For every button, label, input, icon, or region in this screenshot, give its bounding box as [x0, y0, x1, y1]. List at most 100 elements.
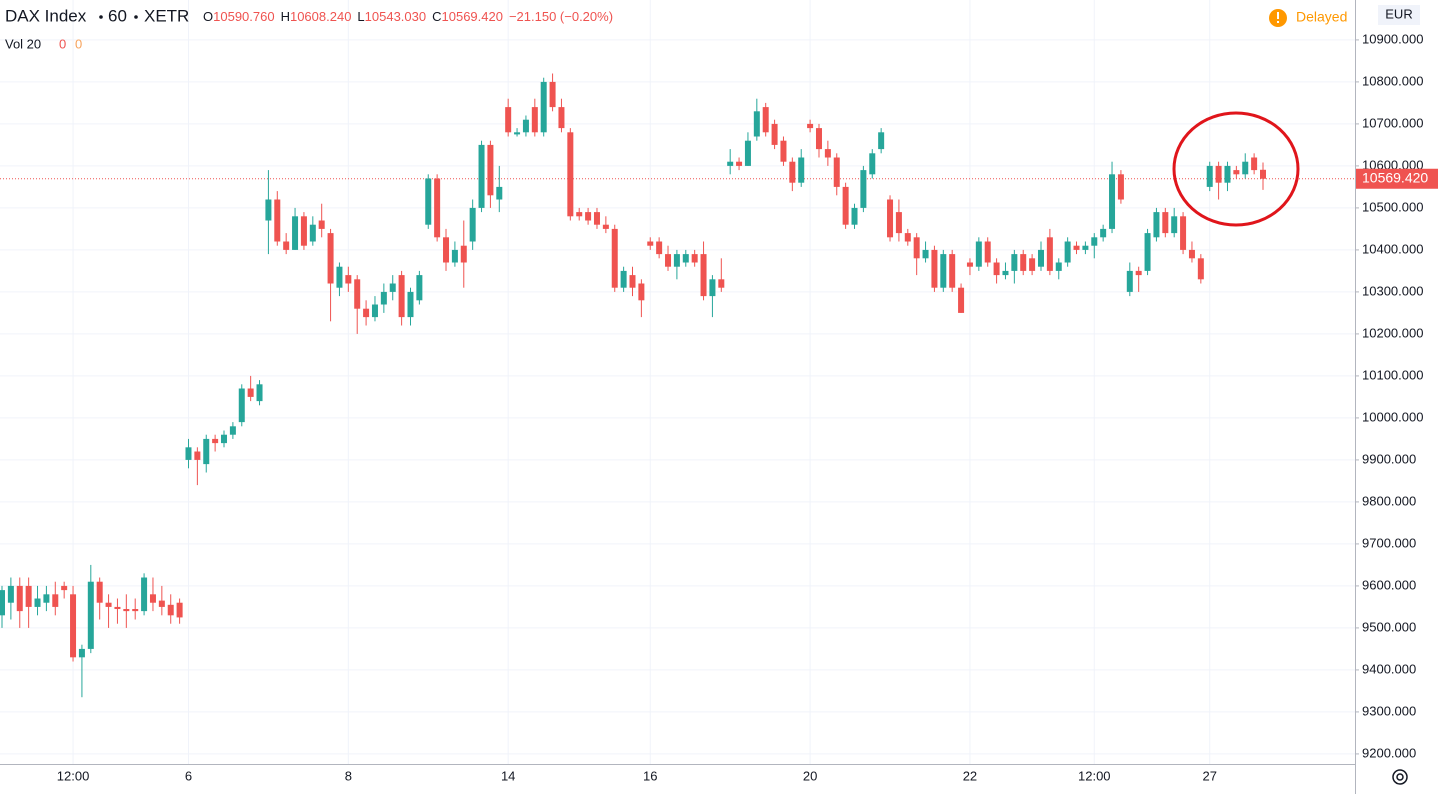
candle-body	[531, 107, 538, 133]
y-tick-label: 9800.000	[1362, 493, 1416, 508]
candle-body	[1153, 212, 1160, 238]
interval[interactable]: 60	[108, 6, 127, 25]
candle-body	[34, 598, 41, 607]
candle-body	[149, 594, 156, 603]
y-tick-label: 10900.000	[1362, 31, 1423, 46]
x-tick-label: 12:00	[57, 768, 90, 783]
grid-layer	[0, 0, 1355, 764]
candle-body	[1162, 212, 1169, 234]
candle-body	[16, 585, 23, 612]
x-tick-label: 14	[501, 768, 515, 783]
candle-body	[949, 254, 956, 288]
candle-body	[380, 291, 387, 305]
delayed-icon-mark	[1277, 12, 1279, 19]
candle-body	[1029, 258, 1036, 271]
y-tick-label: 10000.000	[1362, 409, 1423, 424]
candle-body	[478, 144, 485, 208]
delayed-icon-dot	[1277, 21, 1279, 23]
candle-body	[744, 140, 751, 166]
candle-body	[1073, 245, 1080, 250]
candle-body	[1260, 169, 1266, 179]
candle-body	[887, 199, 894, 238]
candle-body	[975, 241, 982, 267]
candle-body	[1206, 165, 1213, 187]
y-tick-label: 9500.000	[1362, 619, 1416, 634]
ohlc-value: 10608.240	[290, 9, 351, 24]
candle-body	[958, 287, 965, 313]
candle-body	[265, 199, 272, 221]
symbol[interactable]: DAX Index	[5, 6, 87, 25]
candle-body	[247, 388, 254, 397]
currency[interactable]: EUR	[1385, 6, 1412, 21]
y-tick-label: 9900.000	[1362, 451, 1416, 466]
x-tick-label: 20	[803, 768, 817, 783]
candle-body	[815, 128, 822, 150]
candle-body	[718, 279, 725, 288]
y-tick-label: 10700.000	[1362, 115, 1423, 130]
candle-body	[229, 426, 236, 435]
candle-body	[194, 451, 201, 460]
candle-body	[1188, 249, 1195, 259]
candle-body	[256, 384, 263, 402]
candle-body	[780, 140, 787, 162]
candle-body	[611, 228, 618, 288]
candle-body	[842, 186, 849, 225]
candle-body	[895, 212, 902, 234]
candle-body	[1126, 270, 1133, 292]
candle-body	[345, 275, 352, 284]
candle-body	[389, 283, 396, 292]
candle-body	[593, 212, 600, 225]
candle-body	[1020, 254, 1027, 271]
x-tick-label: 6	[185, 768, 192, 783]
change-value: −21.150 (−0.20%)	[509, 9, 613, 24]
candle-body	[1100, 228, 1107, 238]
y-tick-label: 10800.000	[1362, 73, 1423, 88]
candle-body	[1144, 233, 1151, 271]
candle-body	[496, 186, 503, 200]
separator	[99, 15, 103, 19]
y-tick-label: 10300.000	[1362, 283, 1423, 298]
volume-value: 0	[59, 36, 66, 51]
candle-body	[354, 279, 361, 309]
ohlc-label: O	[203, 9, 213, 24]
candle-body	[682, 254, 689, 263]
candles	[0, 73, 1355, 698]
candle-body	[798, 157, 805, 183]
y-tick-label: 10200.000	[1362, 325, 1423, 340]
candle-body	[656, 241, 663, 255]
candle-body	[443, 237, 450, 263]
candle-body	[274, 199, 281, 242]
candle-body	[1251, 157, 1258, 171]
candle-body	[123, 609, 130, 612]
candle-body	[185, 447, 192, 460]
candle-body	[1242, 161, 1249, 175]
y-tick-label: 9200.000	[1362, 745, 1416, 760]
volume-label: Vol 20	[5, 36, 41, 51]
y-tick-label: 10100.000	[1362, 367, 1423, 382]
candle-body	[70, 594, 77, 658]
candle-body	[851, 207, 858, 225]
delayed-status[interactable]: Delayed	[1296, 9, 1347, 25]
last-price-box	[1356, 168, 1438, 189]
candle-body	[416, 275, 423, 301]
x-tick-label: 12:00	[1078, 768, 1111, 783]
candle-body	[158, 600, 165, 607]
candle-body	[61, 585, 68, 591]
candle-body	[753, 111, 760, 137]
candle-body	[425, 178, 432, 225]
candle-body	[789, 161, 796, 183]
settings-gear	[1392, 769, 1408, 785]
candle-body	[585, 212, 592, 221]
candle-body	[833, 157, 840, 187]
settings-icon[interactable]	[1392, 769, 1408, 785]
candle-body	[620, 270, 627, 288]
candle-body	[1011, 254, 1018, 271]
ohlc-value: 10569.420	[442, 9, 503, 24]
candle-body	[771, 123, 778, 145]
y-tick-label: 9700.000	[1362, 535, 1416, 550]
candle-body	[807, 123, 814, 129]
candle-body	[966, 262, 973, 267]
candle-body	[736, 161, 743, 166]
candle-body	[931, 249, 938, 288]
